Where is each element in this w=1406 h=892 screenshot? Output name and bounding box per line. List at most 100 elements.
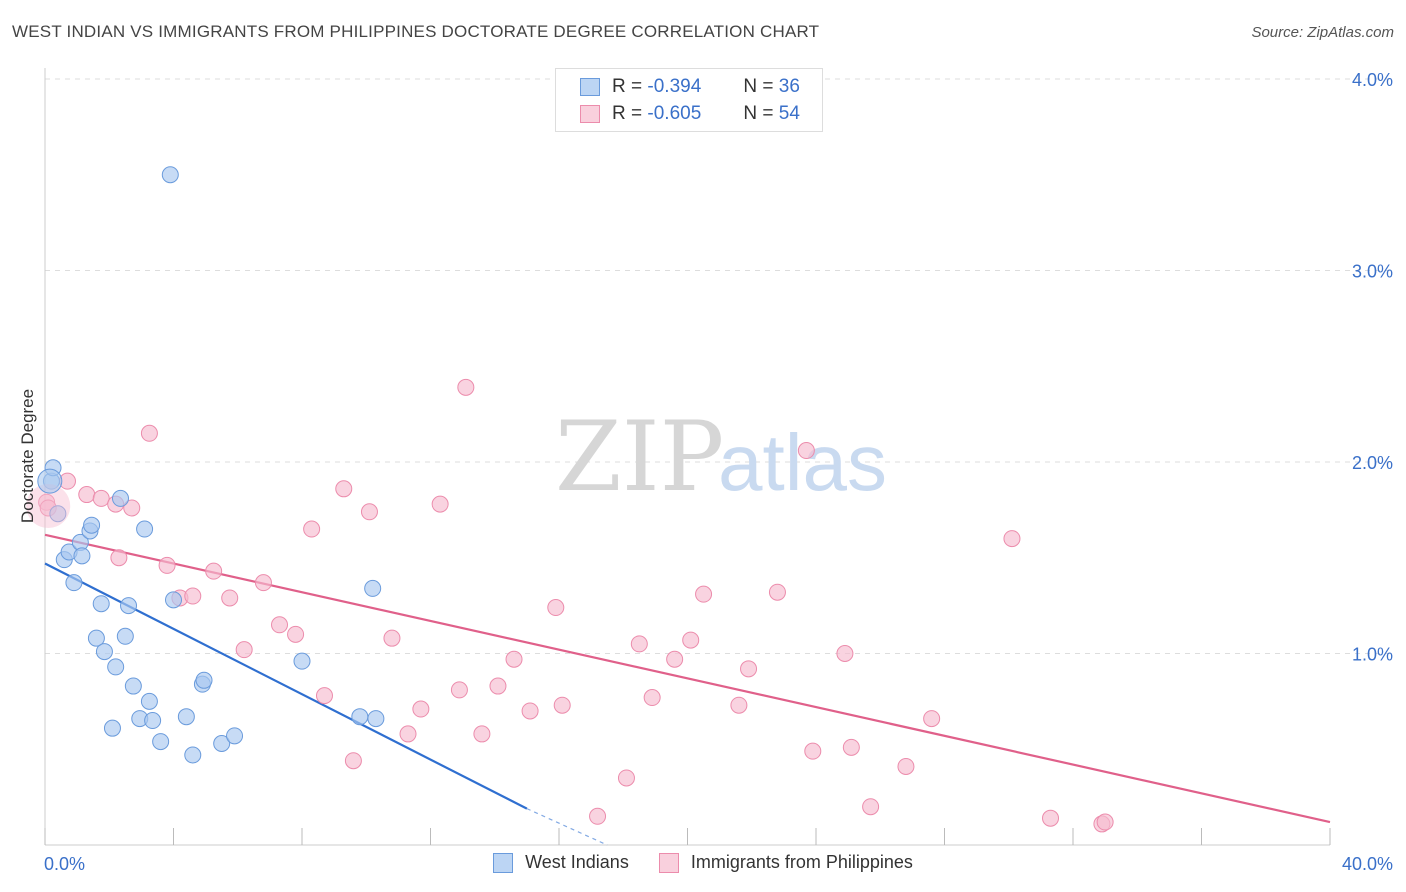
philippines-point bbox=[431, 495, 449, 513]
philippines-point bbox=[271, 616, 289, 634]
philippines-point bbox=[730, 696, 748, 714]
y-axis-label: Doctorate Degree bbox=[18, 389, 37, 523]
philippines-point bbox=[205, 562, 223, 580]
west-indians-point bbox=[161, 166, 179, 184]
west-indians-swatch bbox=[493, 852, 514, 873]
west-indians-point bbox=[87, 629, 105, 647]
chart-title: WEST INDIAN VS IMMIGRANTS FROM PHILIPPIN… bbox=[12, 22, 820, 41]
philippines-point bbox=[1042, 809, 1060, 827]
watermark-zip: ZIP bbox=[555, 401, 724, 513]
philippines-point bbox=[923, 710, 941, 728]
philippines-point bbox=[862, 798, 880, 816]
philippines-point bbox=[1003, 530, 1021, 548]
philippines-point bbox=[287, 625, 305, 643]
legend-row-west-indians: R = -0.394 N = 36 bbox=[580, 75, 800, 99]
gridlines bbox=[45, 78, 1395, 654]
west-indians-point bbox=[92, 595, 110, 613]
y-tick-label: 4.0% bbox=[1352, 70, 1393, 90]
philippines-point bbox=[505, 650, 523, 668]
west-indians-point bbox=[177, 708, 195, 726]
philippines-point bbox=[804, 742, 822, 760]
west-indians-point bbox=[111, 489, 129, 507]
y-tick-label: 3.0% bbox=[1352, 262, 1393, 282]
west-indians-trend-extension bbox=[526, 808, 608, 846]
west-indians-point bbox=[120, 597, 138, 615]
west-indians-point bbox=[95, 643, 113, 661]
watermark: ZIP atlas bbox=[555, 401, 887, 513]
y-tick-label: 1.0% bbox=[1352, 645, 1393, 665]
data-points bbox=[26, 166, 1114, 833]
west-indians-point bbox=[152, 733, 170, 751]
tick-labels: 1.0% 2.0% 3.0% 4.0% 0.0% 40.0% bbox=[44, 70, 1393, 874]
philippines-trend-line bbox=[44, 533, 1331, 824]
y-tick-label: 2.0% bbox=[1352, 453, 1393, 473]
philippines-point bbox=[221, 589, 239, 607]
philippines-point bbox=[123, 499, 141, 517]
legend-n-label: N = bbox=[743, 76, 774, 97]
philippines-point bbox=[450, 681, 468, 699]
west-indians-point bbox=[65, 574, 83, 592]
west-indians-point bbox=[293, 652, 311, 670]
legend-n-value: 54 bbox=[778, 103, 800, 124]
west-indians-point bbox=[213, 735, 231, 753]
philippines-swatch bbox=[658, 852, 679, 873]
philippines-point-cluster bbox=[26, 484, 71, 529]
philippines-point bbox=[682, 631, 700, 649]
legend-item-philippines[interactable]: Immigrants from Philippines bbox=[658, 852, 913, 873]
philippines-point bbox=[1096, 813, 1114, 831]
west-indians-point bbox=[351, 708, 369, 726]
philippines-point bbox=[553, 696, 571, 714]
philippines-point bbox=[235, 641, 253, 659]
west-indians-point bbox=[107, 658, 125, 676]
axes bbox=[44, 68, 1331, 846]
west-indians-point bbox=[136, 520, 154, 538]
philippines-point bbox=[768, 583, 786, 601]
legend-n-label: N = bbox=[743, 103, 774, 124]
philippines-point bbox=[617, 769, 635, 787]
philippines-point bbox=[836, 645, 854, 662]
philippines-point bbox=[360, 503, 378, 521]
west-indians-point bbox=[73, 547, 91, 565]
philippines-point bbox=[797, 442, 815, 460]
philippines-point bbox=[110, 549, 128, 567]
legend-label-philippines: Immigrants from Philippines bbox=[690, 852, 913, 872]
philippines-point bbox=[842, 738, 860, 756]
legend-r-label: R = bbox=[612, 76, 643, 97]
legend-row-philippines: R = -0.605 N = 54 bbox=[580, 102, 800, 126]
legend-r-value: -0.605 bbox=[647, 103, 702, 124]
philippines-point bbox=[547, 599, 565, 617]
west-indians-point bbox=[165, 591, 182, 609]
legend-r-label: R = bbox=[612, 103, 643, 124]
west-indians-point bbox=[124, 677, 142, 695]
philippines-point bbox=[695, 585, 713, 603]
west-indians-point bbox=[144, 712, 162, 730]
philippines-swatch bbox=[580, 105, 600, 123]
legend-n-value: 36 bbox=[778, 76, 800, 97]
philippines-point bbox=[254, 574, 272, 592]
west-indians-point bbox=[103, 719, 121, 737]
philippines-point bbox=[315, 687, 333, 705]
philippines-point bbox=[383, 629, 401, 647]
philippines-point bbox=[740, 660, 758, 678]
philippines-point bbox=[92, 489, 110, 507]
philippines-point bbox=[643, 689, 661, 707]
west-indians-point bbox=[184, 746, 202, 764]
philippines-point bbox=[473, 725, 491, 743]
philippines-point bbox=[158, 556, 176, 574]
philippines-point bbox=[140, 424, 158, 442]
legend-item-west-indians[interactable]: West Indians bbox=[493, 852, 629, 873]
correlation-legend: R = -0.394 N = 36 R = -0.605 N = 54 bbox=[555, 68, 823, 132]
philippines-point bbox=[303, 520, 321, 538]
west-indians-swatch bbox=[580, 78, 600, 96]
philippines-point bbox=[521, 702, 539, 720]
series-legend: West Indians Immigrants from Philippines bbox=[0, 852, 1406, 873]
philippines-point bbox=[589, 807, 607, 825]
west-indians-point bbox=[364, 579, 382, 597]
west-indians-point bbox=[367, 710, 385, 728]
west-indians-point bbox=[195, 671, 213, 689]
philippines-point bbox=[184, 587, 202, 605]
west-indians-point bbox=[140, 692, 158, 710]
legend-r-value: -0.394 bbox=[647, 76, 702, 97]
philippines-point bbox=[399, 725, 417, 743]
